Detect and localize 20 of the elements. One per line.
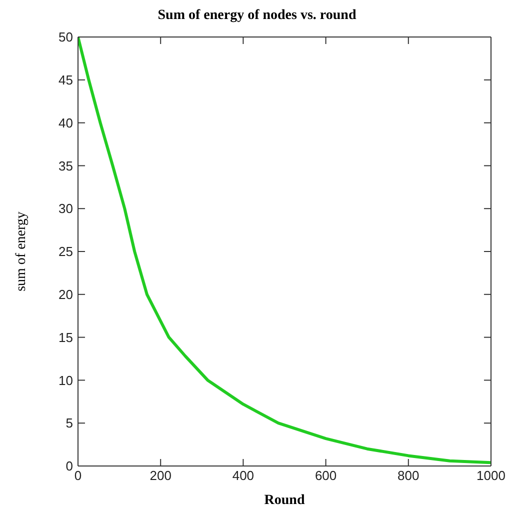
y-tick-label: 35 — [58, 158, 73, 174]
y-tick-label: 45 — [58, 72, 73, 88]
y-axis-title: sum of energy — [14, 212, 29, 292]
x-tick-label: 1000 — [476, 468, 506, 484]
y-tick-label: 30 — [58, 201, 73, 216]
y-tick-label: 50 — [58, 30, 73, 45]
y-tick-label: 20 — [58, 287, 73, 302]
x-tick-label: 200 — [150, 468, 172, 484]
x-axis-title: Round — [264, 493, 305, 508]
line-series — [78, 37, 491, 464]
y-tick-label: 10 — [58, 372, 73, 388]
y-tick-label: 15 — [58, 330, 73, 345]
x-tick-label: 400 — [232, 468, 254, 484]
y-tick-label: 40 — [58, 115, 73, 130]
y-tick-label: 5 — [66, 416, 73, 431]
y-tick-label: 0 — [66, 458, 73, 474]
y-tick-label: 25 — [58, 244, 73, 260]
x-tick-label: 800 — [398, 468, 420, 484]
x-tick-label: 600 — [314, 468, 337, 484]
chart-title: Sum of energy of nodes vs. round — [156, 8, 358, 25]
